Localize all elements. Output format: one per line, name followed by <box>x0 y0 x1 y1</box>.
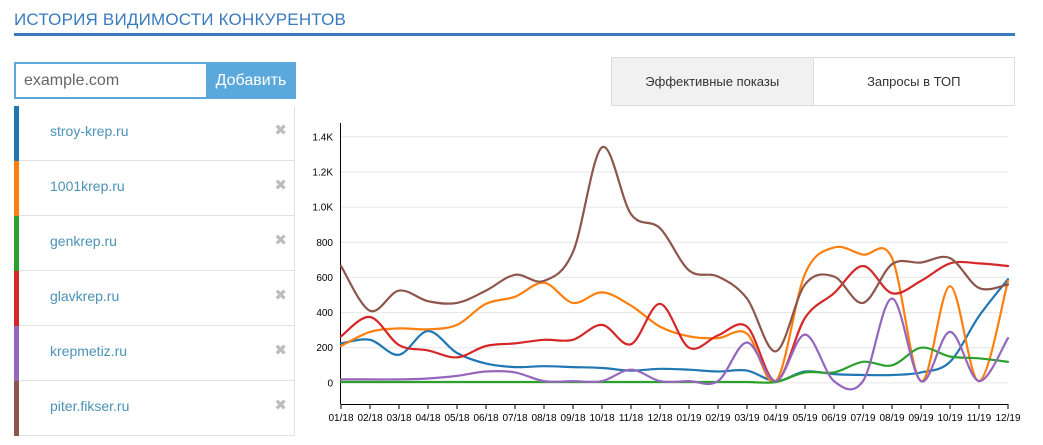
x-tick-label: 10/18 <box>589 413 614 424</box>
add-button[interactable]: Добавить <box>206 62 296 99</box>
x-tick-label: 03/19 <box>734 413 759 424</box>
series-line-piter-fikser-ru <box>339 146 1010 353</box>
competitor-name[interactable]: stroy-krep.ru <box>50 123 129 139</box>
competitor-name[interactable]: 1001krep.ru <box>50 178 125 194</box>
add-competitor-form: Добавить <box>14 62 296 99</box>
competitor-name[interactable]: piter.fikser.ru <box>50 398 130 414</box>
visibility-chart: 0 200 400 600 800 1.0K 1.2K 1.4K 01/18 02/18 03/18… <box>312 123 1021 424</box>
remove-icon[interactable]: ✖ <box>274 232 287 249</box>
x-tick-label: 06/19 <box>821 413 846 424</box>
series-color-bar <box>14 271 19 326</box>
x-tick-label: 05/18 <box>444 413 469 424</box>
page-title: ИСТОРИЯ ВИДИМОСТИ КОНКУРЕНТОВ <box>14 10 347 29</box>
x-tick-label: 04/18 <box>415 413 440 424</box>
y-tick-label: 400 <box>316 308 333 319</box>
tab-effective-impressions[interactable]: Эффективные показы <box>612 58 814 105</box>
x-tick-label: 02/18 <box>357 413 382 424</box>
x-tick-label: 06/18 <box>473 413 498 424</box>
x-tick-label: 10/19 <box>937 413 962 424</box>
domain-input[interactable] <box>14 62 206 99</box>
competitor-item[interactable]: piter.fikser.ru ✖ <box>14 381 295 436</box>
x-tick-label: 07/18 <box>502 413 527 424</box>
series-color-bar <box>14 381 19 436</box>
competitor-name[interactable]: krepmetiz.ru <box>50 343 128 359</box>
x-tick-label: 08/19 <box>879 413 904 424</box>
competitor-list: stroy-krep.ru ✖ 1001krep.ru ✖ genkrep.ru… <box>14 106 295 436</box>
series-line-stroy-krep-ru <box>339 278 1010 383</box>
y-tick-label: 600 <box>316 273 333 284</box>
remove-icon[interactable]: ✖ <box>274 342 287 359</box>
competitor-item[interactable]: krepmetiz.ru ✖ <box>14 326 295 381</box>
competitor-name[interactable]: genkrep.ru <box>50 233 117 249</box>
series-line-krepmetiz-ru <box>339 297 1010 391</box>
series-line-1001krep-ru <box>339 245 1010 384</box>
x-tick-label: 03/18 <box>386 413 411 424</box>
x-tick-label: 12/19 <box>995 413 1020 424</box>
series-color-bar <box>14 161 19 216</box>
y-tick-label: 800 <box>316 238 333 249</box>
x-tick-label: 12/18 <box>647 413 672 424</box>
x-tick-label: 07/19 <box>850 413 875 424</box>
remove-icon[interactable]: ✖ <box>274 397 287 414</box>
competitor-item[interactable]: stroy-krep.ru ✖ <box>14 106 295 161</box>
metric-tabs: Эффективные показы Запросы в ТОП <box>611 57 1015 106</box>
x-tick-label: 04/19 <box>763 413 788 424</box>
y-tick-label: 0 <box>327 378 333 389</box>
x-tick-label: 11/19 <box>967 413 992 424</box>
competitor-item[interactable]: glavkrep.ru ✖ <box>14 271 295 326</box>
series-color-bar <box>14 326 19 381</box>
x-tick-label: 08/18 <box>531 413 556 424</box>
remove-icon[interactable]: ✖ <box>274 177 287 194</box>
remove-icon[interactable]: ✖ <box>274 122 287 139</box>
x-tick-label: 05/19 <box>792 413 817 424</box>
y-tick-label: 1.0K <box>312 203 333 214</box>
series-color-bar <box>14 106 19 161</box>
y-tick-label: 1.4K <box>312 132 333 143</box>
competitor-name[interactable]: glavkrep.ru <box>50 288 120 304</box>
title-divider <box>14 33 1015 36</box>
y-tick-label: 200 <box>316 343 333 354</box>
y-tick-label: 1.2K <box>312 167 333 178</box>
x-tick-label: 01/19 <box>676 413 701 424</box>
x-tick-label: 09/19 <box>908 413 933 424</box>
x-tick-label: 02/19 <box>705 413 730 424</box>
series-line-glavkrep-ru <box>339 260 1010 383</box>
remove-icon[interactable]: ✖ <box>274 287 287 304</box>
series-color-bar <box>14 216 19 271</box>
x-tick-label: 11/18 <box>619 413 644 424</box>
x-tick-label: 09/18 <box>560 413 585 424</box>
competitor-item[interactable]: genkrep.ru ✖ <box>14 216 295 271</box>
tab-top-queries[interactable]: Запросы в ТОП <box>867 74 961 89</box>
x-tick-label: 01/18 <box>328 413 353 424</box>
competitor-item[interactable]: 1001krep.ru ✖ <box>14 161 295 216</box>
